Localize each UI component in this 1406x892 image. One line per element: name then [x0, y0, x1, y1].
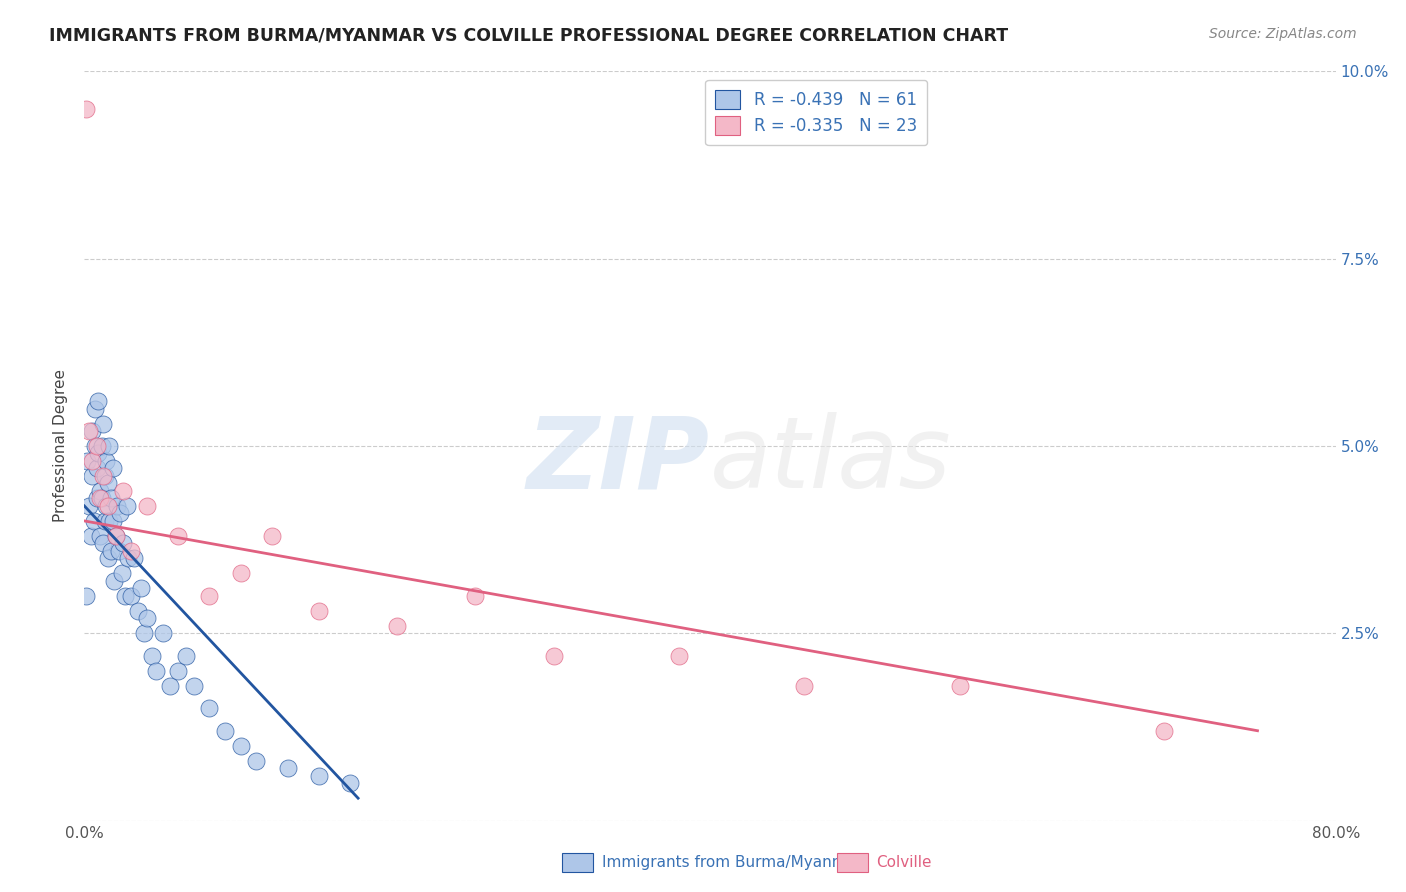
Point [167, 664, 190, 678]
Point [93, 469, 115, 483]
Point [98, 514, 121, 528]
Point [229, 739, 252, 753]
Point [77, 499, 100, 513]
Point [77, 424, 100, 438]
Point [543, 648, 565, 663]
Point [668, 648, 690, 663]
Point [93, 514, 115, 528]
Point [112, 483, 135, 498]
Point [100, 544, 122, 558]
Point [98, 439, 121, 453]
Point [159, 679, 181, 693]
Text: Source: ZipAtlas.com: Source: ZipAtlas.com [1209, 27, 1357, 41]
Point [115, 499, 138, 513]
Point [86, 461, 108, 475]
Point [103, 574, 125, 588]
Point [245, 754, 267, 768]
Point [183, 679, 205, 693]
Point [129, 582, 152, 596]
Point [90, 491, 112, 506]
Point [84, 401, 107, 416]
Point [793, 679, 815, 693]
Point [308, 769, 330, 783]
Point [101, 461, 124, 475]
Point [214, 723, 236, 738]
Point [89, 491, 111, 506]
Point [464, 589, 486, 603]
Point [262, 529, 284, 543]
Point [91, 536, 114, 550]
Point [76, 454, 98, 468]
Point [97, 551, 120, 566]
Point [127, 604, 149, 618]
Point [89, 483, 111, 498]
Point [174, 648, 197, 663]
Point [90, 439, 112, 453]
Point [82, 424, 104, 438]
Point [117, 551, 139, 566]
Point [86, 491, 108, 506]
Point [385, 619, 409, 633]
Text: Colville: Colville [876, 855, 931, 870]
Y-axis label: Professional Degree: Professional Degree [53, 369, 69, 523]
Legend: R = -0.439   N = 61, R = -0.335   N = 23: R = -0.439 N = 61, R = -0.335 N = 23 [706, 79, 927, 145]
Point [86, 439, 108, 453]
Point [229, 566, 252, 581]
Point [97, 499, 120, 513]
Point [97, 476, 120, 491]
Point [96, 499, 118, 513]
Point [107, 544, 129, 558]
Text: Immigrants from Burma/Myanmar: Immigrants from Burma/Myanmar [602, 855, 862, 870]
Point [132, 626, 155, 640]
Point [101, 514, 124, 528]
Point [105, 499, 128, 513]
Point [198, 589, 221, 603]
Point [91, 417, 114, 431]
Point [83, 514, 105, 528]
Point [82, 454, 104, 468]
Point [87, 446, 110, 460]
Text: IMMIGRANTS FROM BURMA/MYANMAR VS COLVILLE PROFESSIONAL DEGREE CORRELATION CHART: IMMIGRANTS FROM BURMA/MYANMAR VS COLVILL… [49, 27, 1008, 45]
Point [145, 664, 167, 678]
Point [152, 626, 174, 640]
Point [75, 589, 97, 603]
Point [79, 529, 101, 543]
Point [96, 454, 118, 468]
Point [136, 611, 159, 625]
Point [91, 469, 114, 483]
Point [308, 604, 330, 618]
Point [949, 679, 972, 693]
Point [100, 491, 122, 506]
Point [84, 439, 107, 453]
Point [104, 529, 127, 543]
Point [89, 529, 111, 543]
Point [82, 469, 104, 483]
Point [120, 589, 142, 603]
Point [141, 648, 163, 663]
Point [112, 536, 135, 550]
Point [114, 589, 136, 603]
Point [277, 761, 299, 775]
Point [75, 102, 97, 116]
Point [1153, 723, 1175, 738]
Text: ZIP: ZIP [527, 412, 710, 509]
Point [339, 776, 361, 790]
Point [87, 394, 110, 409]
Text: atlas: atlas [710, 412, 952, 509]
Point [111, 566, 134, 581]
Point [120, 544, 142, 558]
Point [104, 529, 127, 543]
Point [136, 499, 159, 513]
Point [110, 507, 132, 521]
Point [124, 551, 146, 566]
Point [167, 529, 190, 543]
Point [198, 701, 221, 715]
